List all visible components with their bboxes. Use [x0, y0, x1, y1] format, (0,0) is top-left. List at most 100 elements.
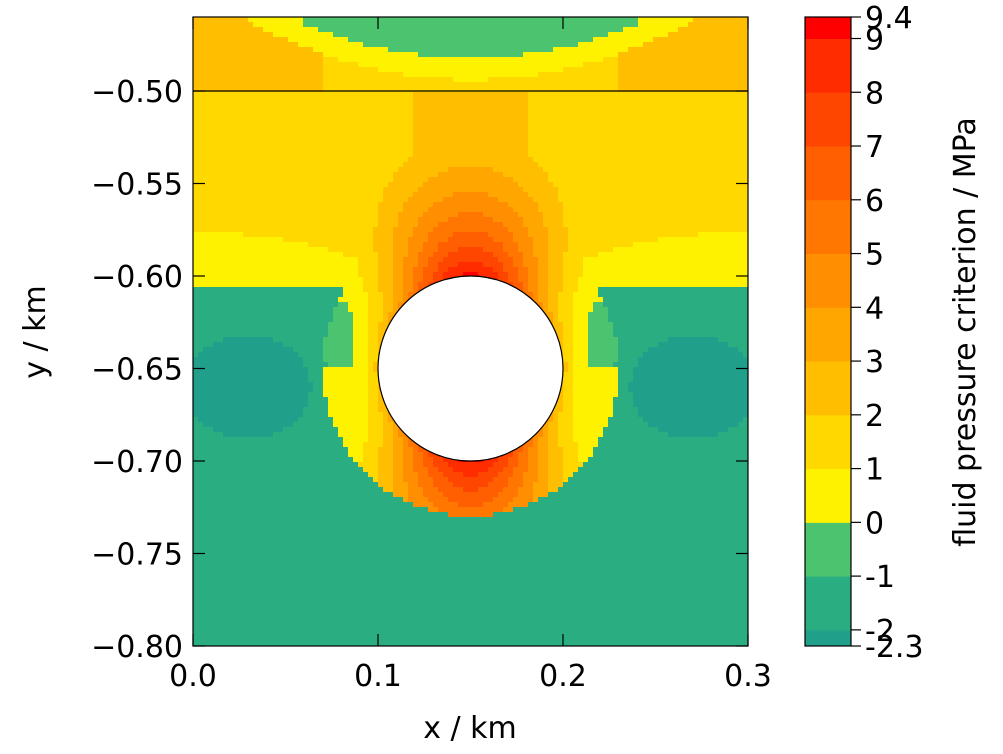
contour-cell — [603, 177, 609, 183]
contour-cell — [488, 197, 494, 203]
contour-cell — [313, 37, 319, 43]
contour-cell — [333, 102, 339, 108]
contour-cell — [493, 202, 499, 208]
contour-cell — [718, 97, 724, 103]
contour-cell — [378, 132, 384, 138]
contour-cell — [443, 212, 449, 218]
contour-cell — [628, 27, 634, 33]
contour-cell — [653, 207, 659, 213]
contour-cell — [638, 207, 644, 213]
contour-cell — [698, 232, 704, 238]
contour-cell — [458, 117, 464, 123]
contour-cell — [458, 167, 464, 173]
contour-cell — [628, 37, 634, 43]
contour-cell — [433, 52, 439, 58]
contour-cell — [273, 187, 279, 193]
contour-cell — [578, 37, 584, 43]
contour-cell — [453, 27, 459, 33]
contour-cell — [418, 107, 424, 113]
contour-cell — [453, 162, 459, 168]
contour-cell — [278, 232, 284, 238]
contour-cell — [648, 217, 654, 223]
contour-cell — [303, 72, 309, 78]
contour-cell — [533, 202, 539, 208]
contour-cell — [563, 27, 569, 33]
contour-cell — [428, 152, 434, 158]
contour-cell — [418, 37, 424, 43]
contour-cell — [528, 42, 534, 48]
contour-cell — [438, 142, 444, 148]
contour-cell — [558, 42, 564, 48]
contour-cell — [448, 37, 454, 43]
contour-cell — [403, 47, 409, 53]
contour-cell — [718, 162, 724, 168]
contour-cell — [258, 207, 264, 213]
contour-cell — [678, 132, 684, 138]
contour-cell — [333, 107, 339, 113]
contour-cell — [598, 67, 604, 73]
contour-cell — [233, 32, 239, 38]
contour-cell — [398, 212, 404, 218]
contour-cell — [398, 62, 404, 68]
contour-cell — [688, 222, 694, 228]
contour-cell — [433, 82, 439, 88]
contour-cell — [723, 122, 729, 128]
contour-cell — [368, 37, 374, 43]
contour-cell — [388, 202, 394, 208]
contour-cell — [243, 42, 249, 48]
contour-cell — [323, 82, 329, 88]
contour-cell — [308, 167, 314, 173]
contour-cell — [393, 22, 399, 28]
contour-cell — [378, 77, 384, 83]
contour-cell — [233, 172, 239, 178]
contour-cell — [543, 22, 549, 28]
contour-cell — [208, 222, 214, 228]
contour-cell — [558, 177, 564, 183]
contour-cell — [393, 167, 399, 173]
contour-cell — [723, 107, 729, 113]
contour-cell — [353, 202, 359, 208]
contour-cell — [483, 102, 489, 108]
contour-cell — [538, 227, 544, 233]
contour-cell — [663, 187, 669, 193]
contour-cell — [683, 187, 689, 193]
contour-cell — [408, 222, 414, 228]
contour-cell — [538, 217, 544, 223]
contour-cell — [523, 92, 529, 98]
contour-cell — [368, 142, 374, 148]
contour-cell — [428, 97, 434, 103]
contour-cell — [738, 102, 744, 108]
contour-cell — [208, 77, 214, 83]
contour-cell — [638, 237, 644, 243]
contour-cell — [698, 227, 704, 233]
contour-cell — [413, 37, 419, 43]
contour-cell — [218, 132, 224, 138]
contour-cell — [558, 232, 564, 238]
contour-cell — [588, 32, 594, 38]
contour-cell — [228, 57, 234, 63]
contour-cell — [663, 177, 669, 183]
contour-cell — [403, 22, 409, 28]
contour-cell — [488, 42, 494, 48]
contour-cell — [743, 17, 749, 23]
contour-cell — [413, 122, 419, 128]
contour-cell — [388, 52, 394, 58]
contour-cell — [323, 197, 329, 203]
contour-cell — [313, 32, 319, 38]
contour-cell — [393, 97, 399, 103]
contour-cell — [238, 167, 244, 173]
contour-cell — [343, 62, 349, 68]
contour-cell — [673, 72, 679, 78]
contour-cell — [313, 62, 319, 68]
contour-cell — [403, 92, 409, 98]
contour-cell — [373, 137, 379, 143]
contour-cell — [663, 22, 669, 28]
contour-cell — [248, 97, 254, 103]
contour-cell — [508, 107, 514, 113]
contour-cell — [198, 47, 204, 53]
contour-cell — [488, 232, 494, 238]
contour-cell — [613, 62, 619, 68]
contour-cell — [723, 32, 729, 38]
contour-cell — [458, 22, 464, 28]
contour-cell — [303, 102, 309, 108]
